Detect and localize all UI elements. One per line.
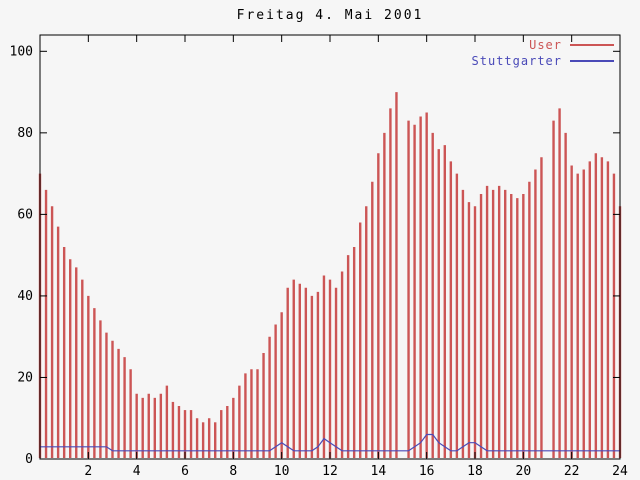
x-tick-label: 24 bbox=[612, 464, 628, 479]
chart-title: Freitag 4. Mai 2001 bbox=[236, 8, 424, 23]
x-tick-label: 8 bbox=[229, 464, 237, 479]
x-tick-label: 22 bbox=[564, 464, 580, 479]
x-tick-label: 12 bbox=[322, 464, 338, 479]
legend-label-user: User bbox=[529, 38, 562, 52]
series-stuttgarter-line bbox=[40, 433, 620, 452]
series-user-impulses bbox=[38, 92, 622, 458]
x-tick-label: 2 bbox=[84, 464, 92, 479]
y-tick-label: 0 bbox=[25, 452, 33, 467]
legend-line-sample-stuttgarter bbox=[570, 60, 614, 62]
legend-item-stuttgarter: Stuttgarter bbox=[472, 54, 614, 68]
axis-ticks bbox=[40, 35, 621, 460]
x-tick-label: 10 bbox=[274, 464, 290, 479]
x-tick-label: 6 bbox=[181, 464, 189, 479]
y-tick-label: 100 bbox=[10, 44, 33, 59]
y-tick-label: 80 bbox=[17, 126, 33, 141]
x-tick-label: 4 bbox=[133, 464, 141, 479]
legend-item-user: User bbox=[472, 38, 614, 52]
y-tick-label: 60 bbox=[17, 207, 33, 222]
y-tick-label: 40 bbox=[17, 289, 33, 304]
x-tick-label: 20 bbox=[516, 464, 532, 479]
legend-label-stuttgarter: Stuttgarter bbox=[471, 54, 562, 68]
legend: User Stuttgarter bbox=[472, 38, 614, 68]
x-tick-label: 14 bbox=[371, 464, 387, 479]
y-tick-label: 20 bbox=[17, 370, 33, 385]
x-tick-label: 18 bbox=[467, 464, 483, 479]
legend-line-sample-user bbox=[570, 44, 614, 46]
x-tick-label: 16 bbox=[419, 464, 435, 479]
